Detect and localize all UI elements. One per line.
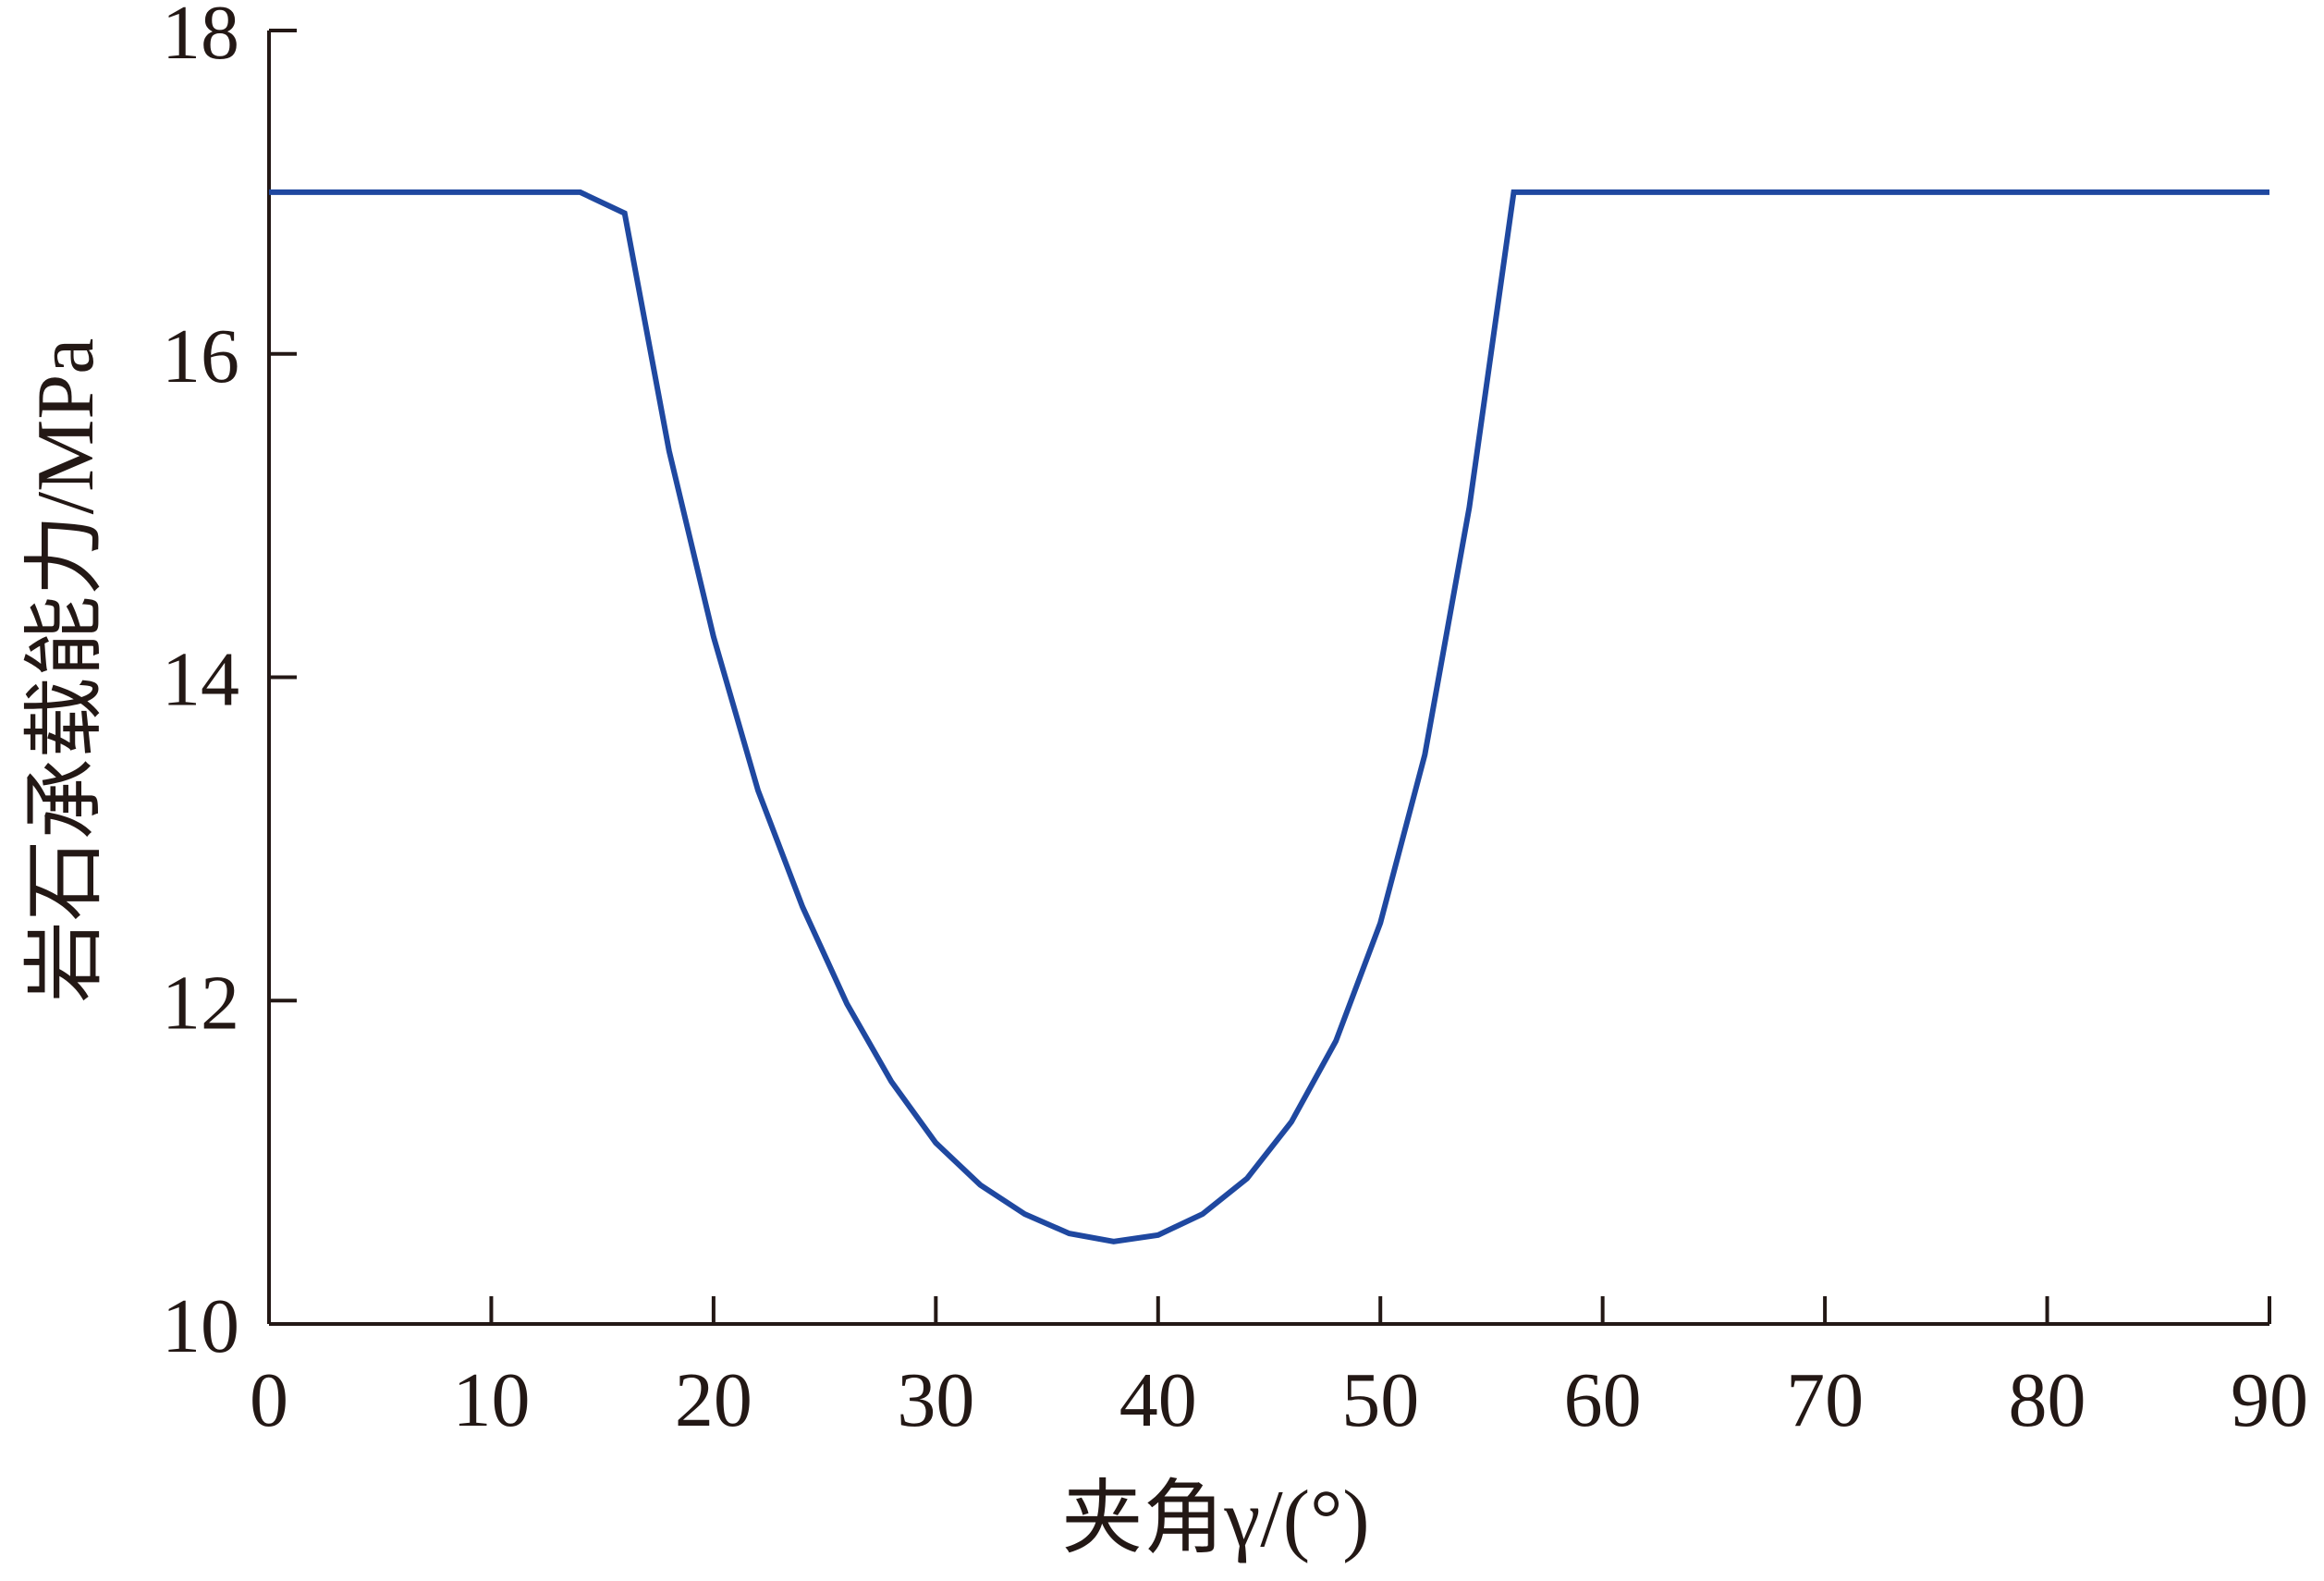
x-tick-label: 50 bbox=[1341, 1357, 1419, 1443]
x-tick-label: 0 bbox=[250, 1357, 288, 1443]
x-tick-label: 10 bbox=[452, 1357, 530, 1443]
y-tick-label: 14 bbox=[162, 637, 239, 723]
x-tick-label: 70 bbox=[1786, 1357, 1864, 1443]
x-tick-label: 40 bbox=[1119, 1357, 1197, 1443]
x-tick-label: 20 bbox=[675, 1357, 752, 1443]
series-line bbox=[269, 189, 2269, 1244]
y-tick-label: 18 bbox=[162, 0, 239, 76]
x-tick-label: 30 bbox=[897, 1357, 974, 1443]
y-tick-label: 10 bbox=[162, 1283, 239, 1369]
y-tick-label: 12 bbox=[162, 960, 239, 1046]
axes bbox=[267, 31, 2269, 1326]
y-axis-title: 岩石承载能力/MPa bbox=[21, 338, 111, 1003]
x-tick-label: 90 bbox=[2231, 1357, 2308, 1443]
ticks bbox=[267, 29, 2271, 1326]
y-tick-label: 16 bbox=[162, 313, 239, 399]
x-axis-title: 夹角γ/(°) bbox=[1061, 1475, 1369, 1564]
series bbox=[269, 189, 2269, 1244]
x-tick-label: 80 bbox=[2009, 1357, 2086, 1443]
x-tick-label: 60 bbox=[1564, 1357, 1642, 1443]
